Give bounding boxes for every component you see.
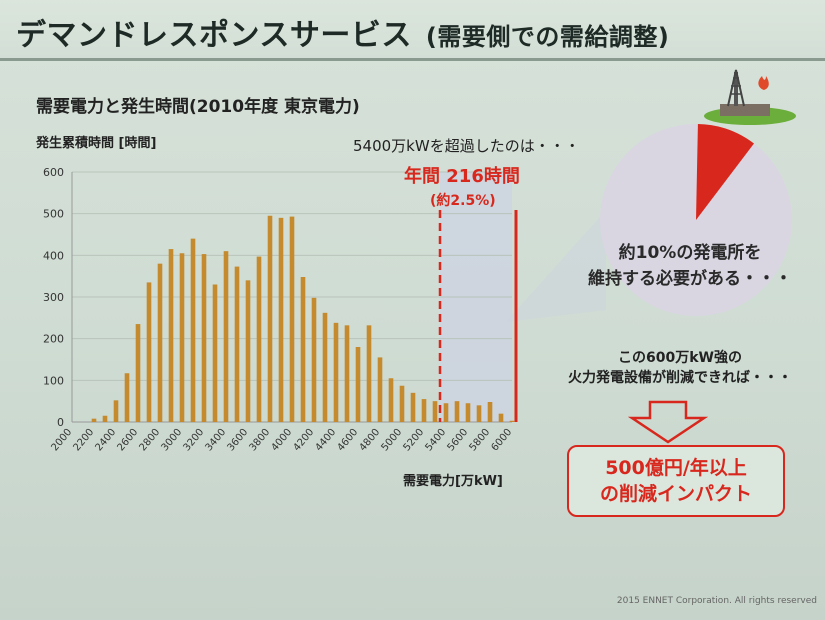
- impact-box: 500億円/年以上 の削減インパクト: [567, 445, 785, 517]
- y-tick-label: 100: [43, 374, 64, 387]
- bar: [289, 216, 295, 422]
- bar: [212, 284, 218, 422]
- x-tick-label: 2800: [138, 427, 163, 454]
- bar: [333, 322, 339, 422]
- x-tick-label: 3600: [226, 427, 251, 454]
- impact-line2: の削減インパクト: [599, 483, 752, 505]
- bar: [201, 254, 207, 422]
- bar: [465, 403, 471, 422]
- bar: [366, 325, 372, 422]
- bar: [399, 385, 405, 422]
- bar: [146, 282, 152, 422]
- y-axis-label: 発生累積時間 [時間]: [36, 136, 157, 151]
- slide-title-main: デマンドレスポンスサービス: [16, 18, 412, 53]
- bar: [267, 215, 273, 422]
- x-tick-label: 2000: [50, 427, 75, 454]
- bar: [102, 415, 108, 422]
- slide-title: デマンドレスポンスサービス (需要側での需給調整): [16, 10, 669, 54]
- x-tick-label: 4400: [314, 427, 339, 454]
- down-arrow-icon: [628, 400, 708, 444]
- bar: [377, 357, 383, 422]
- bar: [509, 420, 515, 422]
- copyright-footer: 2015 ENNET Corporation. All rights reser…: [616, 596, 817, 606]
- bar: [113, 400, 119, 422]
- annual-hours-label: 年間 216時間: [404, 166, 520, 187]
- bar: [245, 280, 251, 422]
- x-tick-label: 2200: [72, 427, 97, 454]
- bar: [322, 312, 328, 422]
- x-tick-label: 2600: [116, 427, 141, 454]
- impact-line1: 500億円/年以上: [605, 457, 747, 479]
- plant-share-pie: [600, 124, 792, 316]
- bar: [344, 325, 350, 422]
- y-tick-label: 400: [43, 249, 64, 262]
- reduction-line2: 火力発電設備が削減できれば・・・: [568, 370, 792, 386]
- bar: [432, 401, 438, 422]
- reduction-text: この600万kW強の 火力発電設備が削減できれば・・・: [540, 348, 820, 388]
- bar: [190, 238, 196, 422]
- bar: [311, 297, 317, 422]
- bar: [135, 324, 141, 422]
- callout-wedge: [506, 210, 606, 322]
- bar: [179, 253, 185, 422]
- pie-caption: 約10%の発電所を 維持する必要がある・・・: [570, 240, 810, 292]
- y-tick-label: 500: [43, 208, 64, 221]
- bar: [355, 347, 361, 422]
- bar: [300, 277, 306, 422]
- x-tick-label: 2400: [94, 427, 119, 454]
- x-tick-label: 3200: [182, 427, 207, 454]
- title-bar: [0, 0, 825, 61]
- reduction-line1: この600万kW強の: [618, 350, 742, 366]
- pie-share-slice: [696, 124, 754, 220]
- pie-caption-line1: 約10%の発電所を: [618, 243, 762, 263]
- bar: [124, 373, 130, 422]
- x-tick-label: 5400: [424, 427, 449, 454]
- bar: [476, 405, 482, 422]
- x-tick-label: 4000: [270, 427, 295, 454]
- bar: [498, 413, 504, 422]
- x-tick-label: 3800: [248, 427, 273, 454]
- bar: [388, 378, 394, 422]
- y-tick-label: 600: [43, 166, 64, 179]
- x-tick-label: 3000: [160, 427, 185, 454]
- x-tick-label: 5600: [446, 427, 471, 454]
- x-tick-label: 6000: [490, 427, 515, 454]
- pie-caption-line2: 維持する必要がある・・・: [588, 269, 792, 289]
- bar: [256, 256, 262, 422]
- x-tick-label: 4800: [358, 427, 383, 454]
- exceed-annotation: 5400万kWを超過したのは・・・: [353, 137, 580, 155]
- y-tick-label: 0: [57, 416, 64, 429]
- x-tick-label: 5800: [468, 427, 493, 454]
- bar: [278, 217, 284, 422]
- bar: [410, 392, 416, 422]
- bar: [91, 418, 97, 422]
- bar: [421, 399, 427, 422]
- bar: [454, 401, 460, 422]
- bar: [443, 403, 449, 422]
- bar: [223, 251, 229, 422]
- power-plant-icon: [704, 69, 796, 125]
- annual-percent-label: (約2.5%): [430, 193, 496, 209]
- x-tick-label: 5200: [402, 427, 427, 454]
- x-tick-label: 4200: [292, 427, 317, 454]
- x-tick-label: 3400: [204, 427, 229, 454]
- x-tick-label: 5000: [380, 427, 405, 454]
- y-tick-label: 200: [43, 333, 64, 346]
- x-axis-label: 需要電力[万kW]: [403, 474, 503, 489]
- x-tick-label: 4600: [336, 427, 361, 454]
- slide-title-sub: (需要側での需給調整): [425, 23, 670, 51]
- bar: [487, 402, 493, 422]
- bar: [168, 249, 174, 422]
- y-tick-label: 300: [43, 291, 64, 304]
- bar: [157, 263, 163, 422]
- chart-title: 需要電力と発生時間(2010年度 東京電力): [36, 97, 360, 117]
- bar: [234, 266, 240, 422]
